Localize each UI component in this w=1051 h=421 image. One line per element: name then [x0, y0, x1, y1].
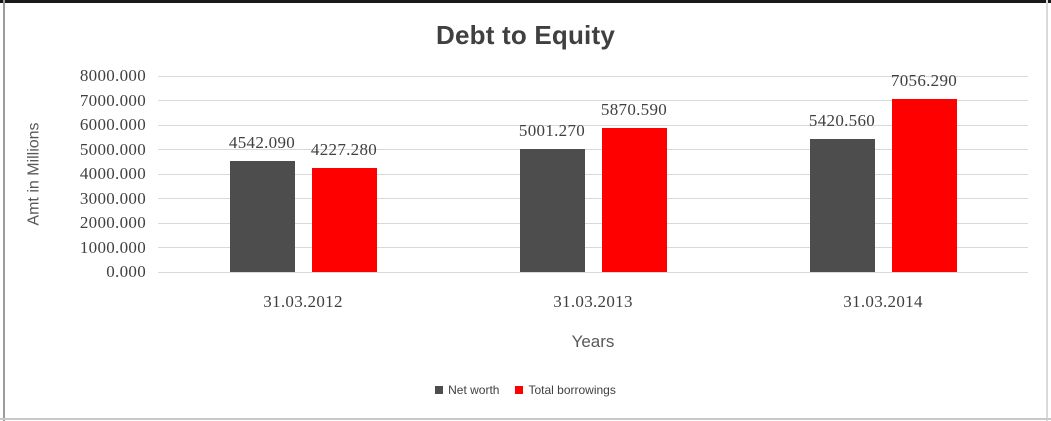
gridline — [158, 247, 1028, 248]
y-axis-tick-label: 0.000 — [106, 262, 146, 281]
bar-total-borrowings[interactable] — [601, 128, 667, 272]
y-axis-tick-label: 5000.000 — [79, 139, 146, 159]
legend-swatch-icon — [435, 386, 444, 394]
data-label: 4542.090 — [228, 132, 296, 152]
bar-net-worth[interactable] — [809, 139, 875, 272]
chart-border-left — [3, 0, 5, 421]
y-axis-tick-label: 6000.000 — [79, 115, 146, 134]
gridline — [158, 222, 1028, 224]
legend-item-total-borrowings[interactable]: Total borrowings — [515, 383, 616, 397]
y-axis-tick-label: 3000.000 — [79, 188, 146, 208]
data-label: 4227.280 — [310, 140, 378, 160]
data-label: 7056.290 — [890, 71, 958, 91]
bar-total-borrowings[interactable] — [891, 99, 957, 272]
y-axis-tick-label: 1000.000 — [79, 237, 146, 257]
legend-swatch-icon — [515, 386, 524, 394]
chart-title: Debt to Equity — [435, 20, 615, 50]
gridline — [158, 124, 1028, 126]
legend-item-net-worth[interactable]: Net worth — [435, 383, 499, 397]
x-axis-category-label: 31.03.2013 — [553, 292, 633, 311]
y-axis-tick-label: 8000.000 — [79, 66, 146, 85]
y-axis-tick-label: 7000.000 — [79, 90, 146, 110]
bar-net-worth[interactable] — [519, 149, 585, 272]
gridline — [158, 173, 1028, 175]
legend: Net worth Total borrowings — [0, 383, 1051, 397]
data-label: 5001.270 — [518, 121, 586, 141]
chart-border-bottom — [0, 418, 1051, 420]
gridline — [158, 198, 1028, 199]
gridline — [158, 149, 1028, 150]
legend-label: Total borrowings — [528, 383, 616, 397]
y-axis-tick-label: 4000.000 — [79, 164, 146, 183]
bar-net-worth[interactable] — [229, 160, 295, 272]
gridline — [158, 75, 1028, 77]
legend-label: Net worth — [448, 383, 500, 397]
y-axis-tick-label: 2000.000 — [79, 213, 146, 232]
data-label: 5870.590 — [600, 100, 668, 120]
data-label: 5420.560 — [808, 111, 876, 131]
bar-total-borrowings[interactable] — [311, 168, 377, 272]
chart-border-right — [1046, 0, 1048, 421]
x-axis-category-label: 31.03.2014 — [843, 292, 923, 311]
x-axis-title: Years — [571, 332, 615, 351]
gridline — [158, 271, 1028, 273]
chart-border-top — [0, 0, 1051, 3]
x-axis-category-label: 31.03.2012 — [263, 292, 343, 311]
gridline — [158, 100, 1028, 101]
